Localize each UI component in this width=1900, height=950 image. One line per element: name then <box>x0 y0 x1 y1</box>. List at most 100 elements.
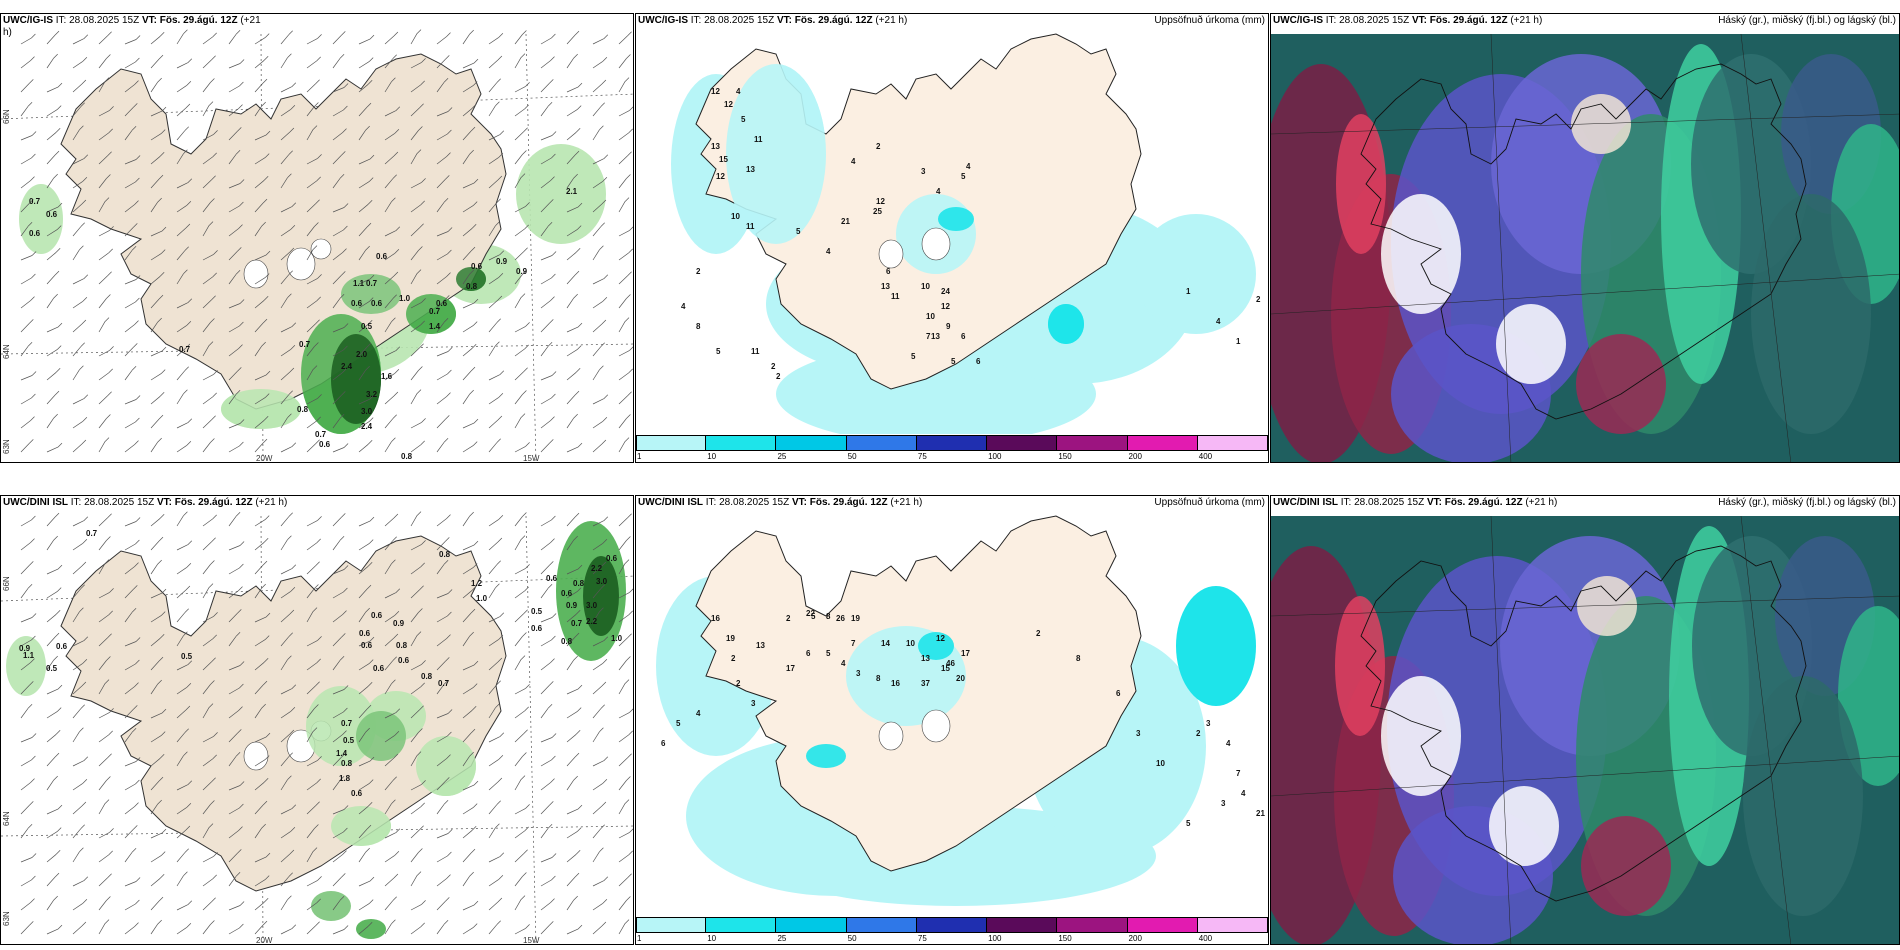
wind-barb <box>384 201 392 213</box>
accum-value: 5 <box>951 357 956 366</box>
wind-barb-flag <box>158 536 164 542</box>
wind-barb-flag <box>445 295 450 300</box>
wind-barb-flag <box>342 730 347 735</box>
wind-barb <box>150 855 162 863</box>
wind-barb-flag <box>366 824 372 830</box>
wind-barb-flag <box>314 102 319 107</box>
wind-barb <box>280 711 292 719</box>
accum-value: 10 <box>731 212 740 221</box>
wind-barb <box>462 927 474 935</box>
wind-barb-flag <box>210 920 215 925</box>
wind-barb-flag <box>629 828 633 833</box>
wind-barb-flag <box>53 895 58 901</box>
wind-barb <box>124 926 135 935</box>
wind-barb-flag <box>237 609 242 614</box>
wind-barb <box>384 780 393 791</box>
wind-barb-flag <box>31 613 37 618</box>
wind-barb <box>280 109 292 117</box>
wind-barb <box>514 86 526 93</box>
wind-barb <box>254 180 265 189</box>
wind-barb-flag <box>420 320 425 326</box>
wind-barb-flag <box>446 392 451 397</box>
wind-barb <box>488 322 497 333</box>
wind-barb <box>566 394 576 405</box>
precip-value: 0.7 <box>438 679 450 688</box>
wind-barb <box>202 856 214 863</box>
wind-barb <box>618 178 627 189</box>
wind-barb <box>488 564 497 575</box>
wind-barb-flag <box>342 128 347 133</box>
wind-barb-flag <box>343 707 348 713</box>
wind-barb <box>124 806 135 815</box>
wind-barb <box>202 442 211 453</box>
wind-barb-flag <box>421 298 426 303</box>
wind-barb <box>514 613 524 623</box>
wind-barb-flag <box>55 368 61 373</box>
wind-barb-flag <box>627 753 632 758</box>
precip-value: 0.6 <box>351 789 363 798</box>
wind-barb-flag <box>577 322 583 328</box>
accum-value: 8 <box>876 674 881 683</box>
wind-barb-flag <box>470 848 476 854</box>
precip-value: 0.6 <box>546 574 558 583</box>
wind-barb-flag <box>53 53 58 59</box>
wind-barb-flag <box>287 535 292 541</box>
wind-barb-flag <box>83 516 89 521</box>
wind-barb <box>306 398 318 405</box>
wind-barb <box>566 177 574 189</box>
wind-barb <box>540 60 551 69</box>
wind-barb <box>46 86 59 93</box>
wind-barb-flag <box>31 853 37 858</box>
wind-barb-flag <box>289 609 295 615</box>
wind-barb-flag <box>395 588 401 593</box>
wind-barb <box>566 206 579 213</box>
wind-barb <box>46 734 57 743</box>
accum-precip-area <box>806 744 846 768</box>
wind-barb-flag <box>235 270 241 275</box>
wind-barb-flag <box>419 223 424 228</box>
wind-barb-flag <box>187 418 193 423</box>
wind-barb <box>514 177 522 189</box>
wind-barb <box>280 659 288 671</box>
wind-barb <box>358 806 369 815</box>
wind-barb <box>332 780 341 791</box>
wind-barb-flag <box>551 131 557 136</box>
wind-barb <box>592 226 601 237</box>
wind-barb-flag <box>82 417 88 422</box>
wind-barb-flag <box>550 778 555 783</box>
wind-barb-flag <box>212 634 217 640</box>
wind-barb <box>358 903 370 911</box>
wind-barb-flag <box>421 900 426 905</box>
wind-barb-flag <box>601 319 607 325</box>
cloud-layer-area <box>1381 194 1461 314</box>
wind-barb <box>488 639 500 647</box>
wind-barb <box>46 756 56 767</box>
wind-barb-flag <box>547 342 553 347</box>
wind-barb <box>46 899 54 911</box>
wind-barb-flag <box>369 34 375 40</box>
wind-barb-flag <box>522 30 527 35</box>
precip-value: 0.7 <box>571 619 583 628</box>
wind-barb <box>98 854 109 863</box>
precip-area <box>356 919 386 939</box>
wind-barb-flag <box>211 657 216 662</box>
accum-value: 8 <box>696 322 701 331</box>
wind-barb-flag <box>472 441 478 446</box>
wind-barb-flag <box>447 851 452 857</box>
wind-barb <box>384 230 396 237</box>
wind-barb <box>150 638 161 647</box>
wind-barb <box>514 108 525 117</box>
wind-barb-flag <box>498 875 504 880</box>
wind-barb <box>176 755 184 767</box>
wind-barb-flag <box>288 632 293 638</box>
wind-barb-flag <box>184 246 189 252</box>
wind-barb-flag <box>391 197 396 203</box>
wind-barb <box>566 252 577 261</box>
wind-barb <box>488 856 500 863</box>
wind-barb-flag <box>262 920 268 926</box>
wind-barb <box>488 901 499 911</box>
wind-barb <box>254 759 266 767</box>
wind-barb-flag <box>55 248 61 253</box>
lat-label-63: 63N <box>2 439 11 454</box>
wind-barb-flag <box>264 635 270 640</box>
